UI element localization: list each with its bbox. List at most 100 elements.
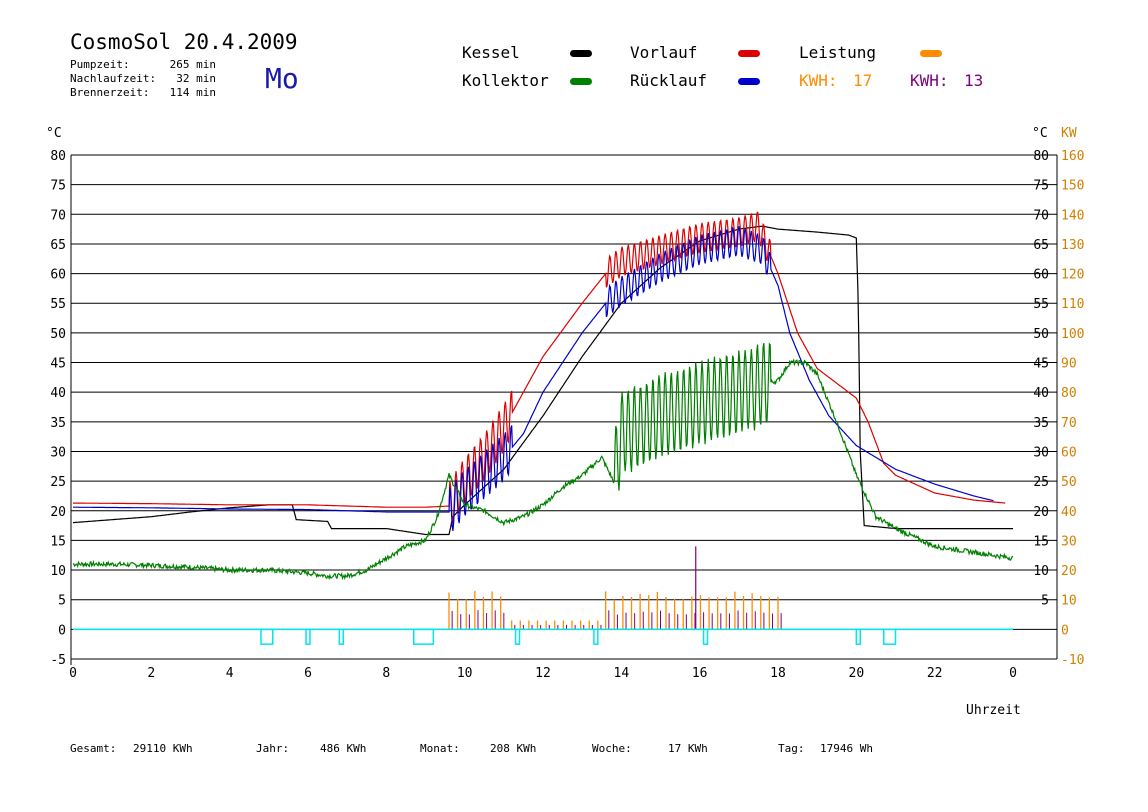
y-left-tick-0: 0 bbox=[58, 623, 66, 638]
kw-tick-30: 30 bbox=[1061, 534, 1077, 549]
pump-segment-3 bbox=[413, 628, 435, 645]
y-right-tick-80: 80 bbox=[1033, 149, 1049, 164]
kw-tick-110: 110 bbox=[1061, 297, 1084, 312]
footer-gesamt-value: 29110 KWh bbox=[133, 742, 193, 755]
pump-segment-5 bbox=[593, 628, 599, 645]
y-left-tick-5: 5 bbox=[58, 594, 66, 609]
kw-tick-0: 0 bbox=[1061, 623, 1069, 638]
x-tick-6: 12 bbox=[535, 666, 551, 681]
footer-woche-value: 17 KWh bbox=[668, 742, 708, 755]
y-right-tick-35: 35 bbox=[1033, 416, 1049, 431]
kw-tick-90: 90 bbox=[1061, 357, 1077, 372]
kw-tick--10: -10 bbox=[1061, 653, 1084, 668]
kw-tick-130: 130 bbox=[1061, 238, 1084, 253]
pump-segment-4 bbox=[514, 628, 521, 645]
kw-tick-120: 120 bbox=[1061, 268, 1084, 283]
y-left-tick-45: 45 bbox=[50, 357, 66, 372]
x-tick-7: 14 bbox=[614, 666, 630, 681]
legend-leistung: Leistung bbox=[799, 43, 877, 62]
x-tick-8: 16 bbox=[692, 666, 708, 681]
y-left-tick-10: 10 bbox=[50, 564, 66, 579]
y-right-tick-55: 55 bbox=[1033, 297, 1049, 312]
series-kollektor bbox=[72, 342, 1014, 581]
legend-kollektor: Kollektor bbox=[462, 71, 549, 90]
legend-kwh-2-value: 13 bbox=[964, 71, 984, 90]
y-right-tick-25: 25 bbox=[1033, 475, 1049, 490]
x-tick-9: 18 bbox=[770, 666, 786, 681]
pumpzeit-value: 265 min bbox=[169, 58, 216, 71]
brennerzeit-value: 114 min bbox=[169, 86, 216, 99]
legend-kollektor-swatch bbox=[570, 78, 592, 85]
kw-tick-140: 140 bbox=[1061, 208, 1084, 223]
y-right-tick-75: 75 bbox=[1033, 179, 1049, 194]
x-tick-1: 2 bbox=[147, 666, 155, 681]
y-left-tick-75: 75 bbox=[50, 179, 66, 194]
kw-tick-160: 160 bbox=[1061, 149, 1084, 164]
footer-jahr-value: 486 KWh bbox=[320, 742, 367, 755]
y-right-tick-70: 70 bbox=[1033, 208, 1049, 223]
y-right-tick-30: 30 bbox=[1033, 445, 1049, 460]
y-left-tick-25: 25 bbox=[50, 475, 66, 490]
kw-tick-100: 100 bbox=[1061, 327, 1084, 342]
x-tick-0: 0 bbox=[69, 666, 77, 681]
brennerzeit-label: Brennerzeit: bbox=[70, 86, 150, 99]
x-tick-12: 0 bbox=[1009, 666, 1017, 681]
kw-tick-20: 20 bbox=[1061, 564, 1077, 579]
y-left-tick-15: 15 bbox=[50, 534, 66, 549]
y-right-tick-45: 45 bbox=[1033, 357, 1049, 372]
y-left-tick-70: 70 bbox=[50, 208, 66, 223]
y-right-tick-60: 60 bbox=[1033, 268, 1049, 283]
footer-woche-label: Woche: bbox=[592, 742, 632, 755]
weekday-label: Mo bbox=[265, 62, 299, 95]
pump-segment-6 bbox=[702, 628, 709, 645]
y-right-tick-5: 5 bbox=[1041, 594, 1049, 609]
kw-tick-150: 150 bbox=[1061, 179, 1084, 194]
kw-tick-50: 50 bbox=[1061, 475, 1077, 490]
y-left-tick-80: 80 bbox=[50, 149, 66, 164]
legend-kwh-2-label: KWH: bbox=[910, 71, 949, 90]
footer-tag-value: 17946 Wh bbox=[820, 742, 873, 755]
y-right-tick-20: 20 bbox=[1033, 505, 1049, 520]
y-left-tick-50: 50 bbox=[50, 327, 66, 342]
pump-segment-7 bbox=[855, 628, 861, 645]
kw-unit: KW bbox=[1061, 126, 1077, 141]
x-tick-10: 20 bbox=[849, 666, 865, 681]
pump-segment-1 bbox=[305, 628, 311, 645]
y-right-tick-40: 40 bbox=[1033, 386, 1049, 401]
y-right-tick-65: 65 bbox=[1033, 238, 1049, 253]
y-left-tick-40: 40 bbox=[50, 386, 66, 401]
x-tick-11: 22 bbox=[927, 666, 943, 681]
pump-segment-8 bbox=[883, 628, 897, 645]
nachlaufzeit-value: 32 min bbox=[176, 72, 216, 85]
pump-segment-0 bbox=[260, 628, 274, 645]
footer-gesamt-label: Gesamt: bbox=[70, 742, 117, 755]
legend-vorlauf-swatch bbox=[738, 50, 760, 57]
x-tick-4: 8 bbox=[382, 666, 390, 681]
footer-monat-label: Monat: bbox=[420, 742, 460, 755]
y-right-tick-15: 15 bbox=[1033, 534, 1049, 549]
kw-tick-10: 10 bbox=[1061, 594, 1077, 609]
nachlaufzeit-label: Nachlaufzeit: bbox=[70, 72, 157, 85]
kw-tick-60: 60 bbox=[1061, 445, 1077, 460]
pump-segment-2 bbox=[338, 628, 345, 645]
y-left-tick-60: 60 bbox=[50, 268, 66, 283]
y-right-tick-10: 10 bbox=[1033, 564, 1049, 579]
kw-tick-80: 80 bbox=[1061, 386, 1077, 401]
x-tick-5: 10 bbox=[457, 666, 473, 681]
footer-jahr-label: Jahr: bbox=[256, 742, 290, 755]
legend-ruecklauf: Rücklauf bbox=[630, 71, 708, 90]
legend-vorlauf: Vorlauf bbox=[630, 43, 698, 62]
legend-kessel: Kessel bbox=[462, 43, 520, 62]
x-tick-3: 6 bbox=[304, 666, 312, 681]
series-kessel bbox=[73, 225, 1013, 536]
footer-monat-value: 208 KWh bbox=[490, 742, 537, 755]
kw-tick-70: 70 bbox=[1061, 416, 1077, 431]
chart-title: CosmoSol 20.4.2009 bbox=[70, 30, 298, 54]
y-left-tick-20: 20 bbox=[50, 505, 66, 520]
x-tick-2: 4 bbox=[226, 666, 234, 681]
kw-tick-40: 40 bbox=[1061, 505, 1077, 520]
y-left-tick-55: 55 bbox=[50, 297, 66, 312]
y-left-unit: °C bbox=[46, 126, 62, 141]
legend-kwh-solar-label: KWH: bbox=[799, 71, 838, 90]
